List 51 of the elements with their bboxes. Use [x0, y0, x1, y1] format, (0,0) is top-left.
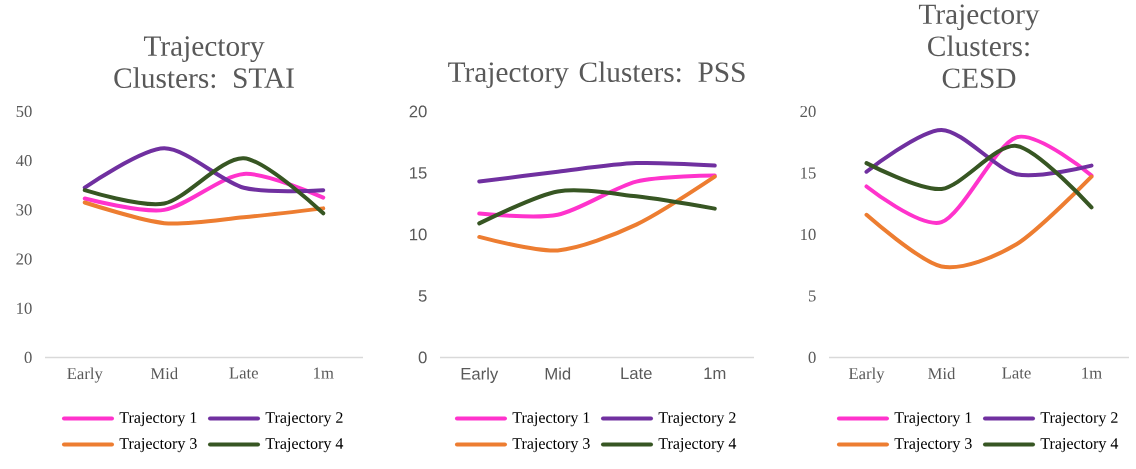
line-series [864, 143, 1094, 210]
x-tick-label: Early [461, 367, 499, 383]
x-tick-label: 1m [314, 367, 334, 379]
line-series [82, 200, 326, 226]
chart-title: Trajectory Clusters: STAI [114, 36, 294, 88]
y-tick-label: 30 [16, 204, 32, 216]
y-tick-label: 20 [800, 105, 816, 117]
y-tick-label: 15 [801, 167, 816, 179]
legend-label: Trajectory 2 [1040, 412, 1118, 427]
x-tick-label: Mid [545, 367, 571, 380]
line-series [864, 134, 1094, 225]
line-series [477, 174, 717, 253]
line-series [477, 188, 717, 226]
legend-label: Trajectory 4 [658, 437, 737, 452]
y-tick-label: 10 [410, 228, 427, 241]
y-tick-label: 0 [24, 351, 32, 363]
y-tick-label: 0 [808, 351, 816, 363]
x-tick-label: Late [1002, 367, 1031, 379]
x-tick-label: 1m [704, 367, 726, 379]
legend-label: Trajectory 3 [894, 437, 972, 452]
y-tick-label: 20 [409, 105, 427, 118]
y-tick-label: 20 [16, 253, 32, 265]
y-tick-label: 0 [418, 351, 427, 364]
x-tick-label: Late [229, 367, 258, 379]
legend-label: Trajectory 3 [119, 437, 197, 452]
legend-label: Trajectory 4 [1040, 437, 1119, 452]
legend-label: Trajectory 4 [265, 437, 344, 452]
x-tick-label: Early [67, 367, 103, 383]
x-tick-label: Late [621, 367, 652, 379]
x-tick-label: Early [848, 367, 885, 383]
y-tick-label: 40 [15, 154, 32, 167]
legend-label: Trajectory 1 [512, 412, 590, 427]
legend-label: Trajectory 1 [894, 412, 972, 427]
legend-label: Trajectory 3 [512, 437, 590, 452]
line-series [864, 174, 1094, 269]
y-tick-label: 50 [16, 105, 32, 117]
y-tick-label: 15 [410, 166, 427, 179]
y-tick-label: 10 [17, 302, 32, 314]
legend-label: Trajectory 2 [658, 412, 736, 427]
x-tick-label: Mid [928, 367, 956, 379]
y-tick-label: 5 [418, 289, 427, 302]
y-tick-label: 5 [808, 290, 816, 302]
line-series [477, 160, 717, 184]
legend-label: Trajectory 2 [265, 412, 343, 427]
chart-title: Trajectory Clusters: CESD [918, 4, 1040, 88]
x-tick-label: 1m [1082, 367, 1102, 379]
line-series [82, 155, 326, 216]
chart-title: Trajectory Clusters: PSS [448, 61, 745, 88]
x-tick-label: Mid [150, 367, 178, 379]
y-tick-label: 10 [801, 228, 816, 240]
legend-label: Trajectory 1 [119, 412, 197, 427]
